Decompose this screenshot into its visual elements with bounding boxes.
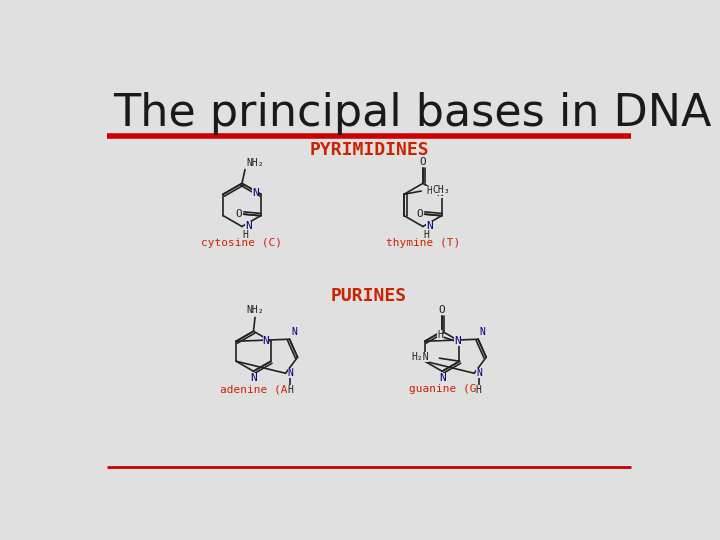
Text: thymine (T): thymine (T): [386, 238, 460, 248]
Text: H: H: [242, 230, 248, 240]
Text: N: N: [252, 188, 259, 198]
Text: N: N: [426, 221, 433, 231]
Text: guanine (G): guanine (G): [409, 384, 483, 394]
Text: H: H: [287, 385, 293, 395]
Text: O: O: [417, 209, 423, 219]
Text: N: N: [245, 221, 252, 231]
Text: N: N: [291, 327, 297, 337]
Text: PURINES: PURINES: [331, 287, 407, 305]
Text: H: H: [426, 186, 432, 196]
Text: The principal bases in DNA: The principal bases in DNA: [113, 92, 712, 135]
Text: NH₂: NH₂: [246, 305, 264, 315]
Text: O: O: [420, 157, 426, 167]
Text: N: N: [480, 327, 485, 337]
Text: H: H: [423, 230, 429, 240]
Text: N: N: [454, 336, 461, 346]
Text: N: N: [436, 188, 443, 198]
Text: H: H: [476, 385, 482, 395]
Text: H₂N: H₂N: [411, 353, 428, 362]
Text: O: O: [235, 209, 243, 219]
Text: O: O: [438, 305, 446, 315]
Text: PYRIMIDINES: PYRIMIDINES: [309, 141, 429, 159]
Text: N: N: [477, 368, 482, 378]
Text: N: N: [263, 336, 269, 346]
Text: H: H: [437, 330, 444, 340]
Text: cytosine (C): cytosine (C): [202, 238, 282, 248]
Text: adenine (A): adenine (A): [220, 384, 294, 394]
Text: N: N: [250, 373, 257, 383]
Text: CH₃: CH₃: [432, 185, 449, 194]
Text: N: N: [438, 373, 446, 383]
Text: N: N: [288, 368, 294, 378]
Text: NH₂: NH₂: [246, 158, 264, 167]
